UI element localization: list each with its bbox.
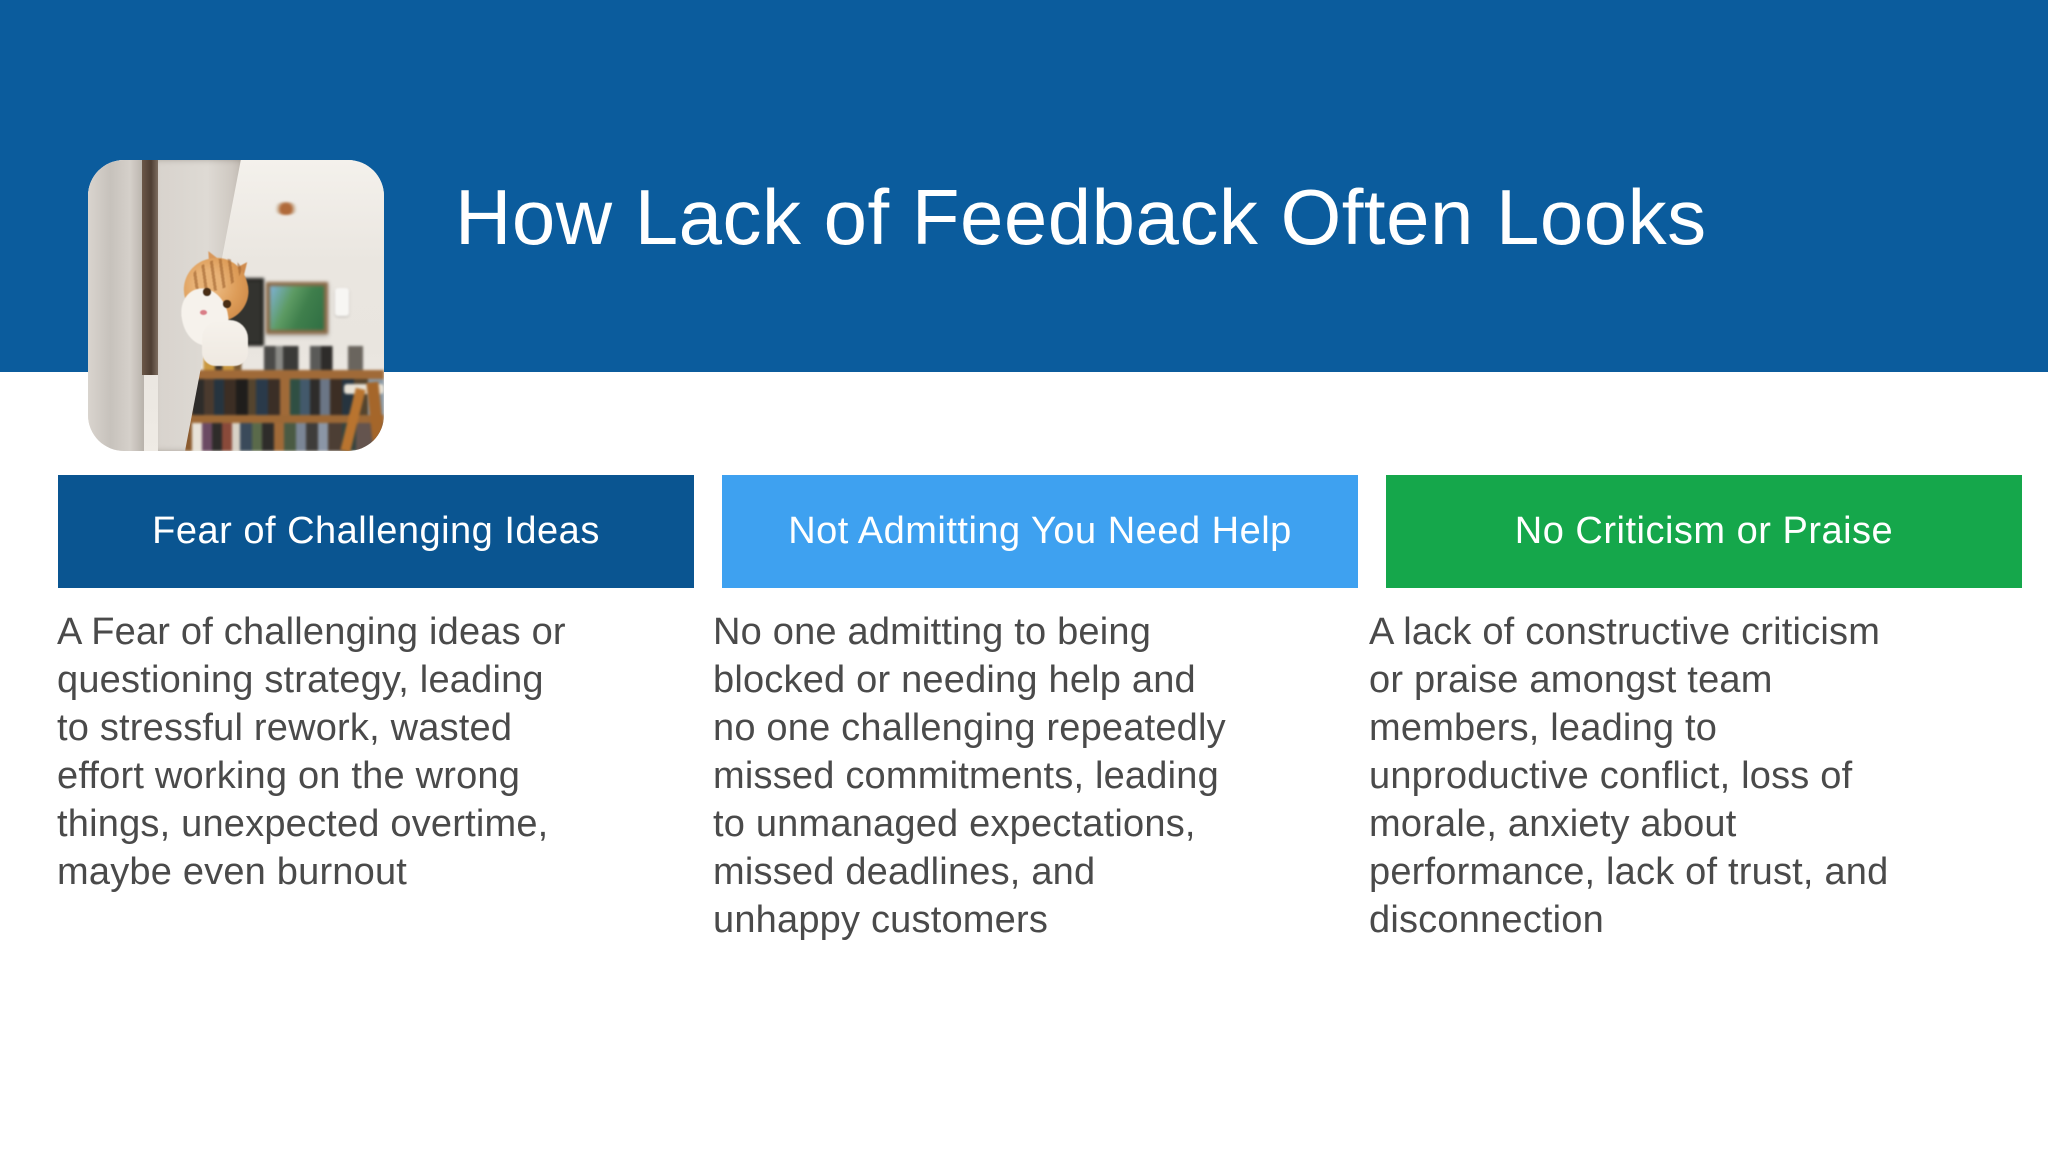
page-title: How Lack of Feedback Often Looks [455,173,1707,261]
column-header-label: No Criticism or Praise [1514,510,1894,552]
photo-window-glass [88,160,144,451]
photo-chair-leg [340,387,366,451]
column-body-text: A lack of constructive criticism or prai… [1369,611,1889,941]
photo-shelf-mid-board [184,415,384,423]
photo-cat-eye [223,300,231,308]
photo-cat-chest [202,320,248,366]
photo-landscape-picture-frame [266,282,328,334]
column-header-no-criticism-or-praise: No Criticism or Praise [1386,475,2022,588]
cat-photo [88,160,384,451]
column-body-text: No one admitting to being blocked or nee… [713,611,1226,941]
photo-chair [340,381,384,451]
column-header-not-admitting-you-need-help: Not Admitting You Need Help [722,475,1358,588]
column-header-fear-of-challenging-ideas: Fear of Challenging Ideas [58,475,694,588]
column-header-label: Fear of Challenging Ideas [152,510,600,552]
column-header-label: Not Admitting You Need Help [788,510,1292,552]
photo-cat-nose [200,310,207,315]
photo-shelf-top-board [184,370,384,379]
photo-thermostat [335,288,349,316]
column-body-text: A Fear of challenging ideas or questioni… [57,611,566,893]
photo-cat [175,246,260,366]
photo-landscape-art [270,286,324,330]
photo-ceiling-light [273,202,299,215]
photo-cat-eye [203,288,211,296]
